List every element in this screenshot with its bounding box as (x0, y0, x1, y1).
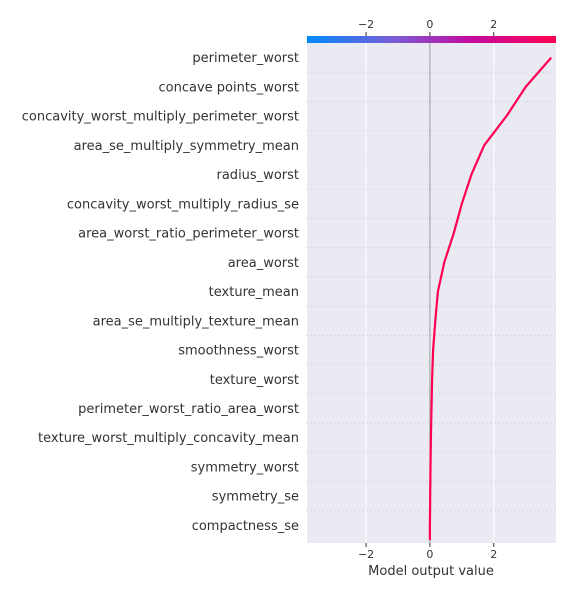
feature-label: area_worst_ratio_perimeter_worst (78, 227, 299, 242)
feature-label: area_worst (228, 256, 299, 271)
feature-label: perimeter_worst (192, 51, 299, 66)
feature-label: texture_mean (209, 285, 299, 300)
top-tick-label: 2 (490, 18, 497, 31)
feature-label: symmetry_worst (191, 460, 299, 475)
decision-path-layer (428, 56, 553, 541)
top-tick-label: 0 (426, 18, 433, 31)
bottom-axis-ticks: −2 0 2 (358, 543, 497, 561)
top-tick-label: −2 (358, 18, 374, 31)
decision-path (428, 56, 553, 541)
feature-label: concavity_worst_multiply_radius_se (67, 197, 299, 212)
feature-label: perimeter_worst_ratio_area_worst (78, 402, 299, 417)
feature-label: compactness_se (192, 519, 299, 534)
bottom-tick-label: 0 (426, 548, 433, 561)
feature-label: concave points_worst (158, 80, 299, 95)
feature-label: concavity_worst_multiply_perimeter_worst (22, 110, 299, 125)
feature-label: area_se_multiply_symmetry_mean (74, 139, 299, 154)
x-axis-title: Model output value (368, 564, 494, 579)
top-axis-ticks: −2 0 2 (358, 18, 497, 36)
feature-label: texture_worst_multiply_concavity_mean (38, 431, 299, 446)
bottom-tick-label: −2 (358, 548, 374, 561)
colorbar (307, 36, 556, 43)
bottom-tick-label: 2 (490, 548, 497, 561)
feature-label: area_se_multiply_texture_mean (93, 314, 299, 329)
feature-label: smoothness_worst (178, 344, 299, 359)
feature-label: texture_worst (210, 373, 299, 388)
feature-label: symmetry_se (212, 490, 299, 505)
feature-label: radius_worst (217, 168, 300, 183)
